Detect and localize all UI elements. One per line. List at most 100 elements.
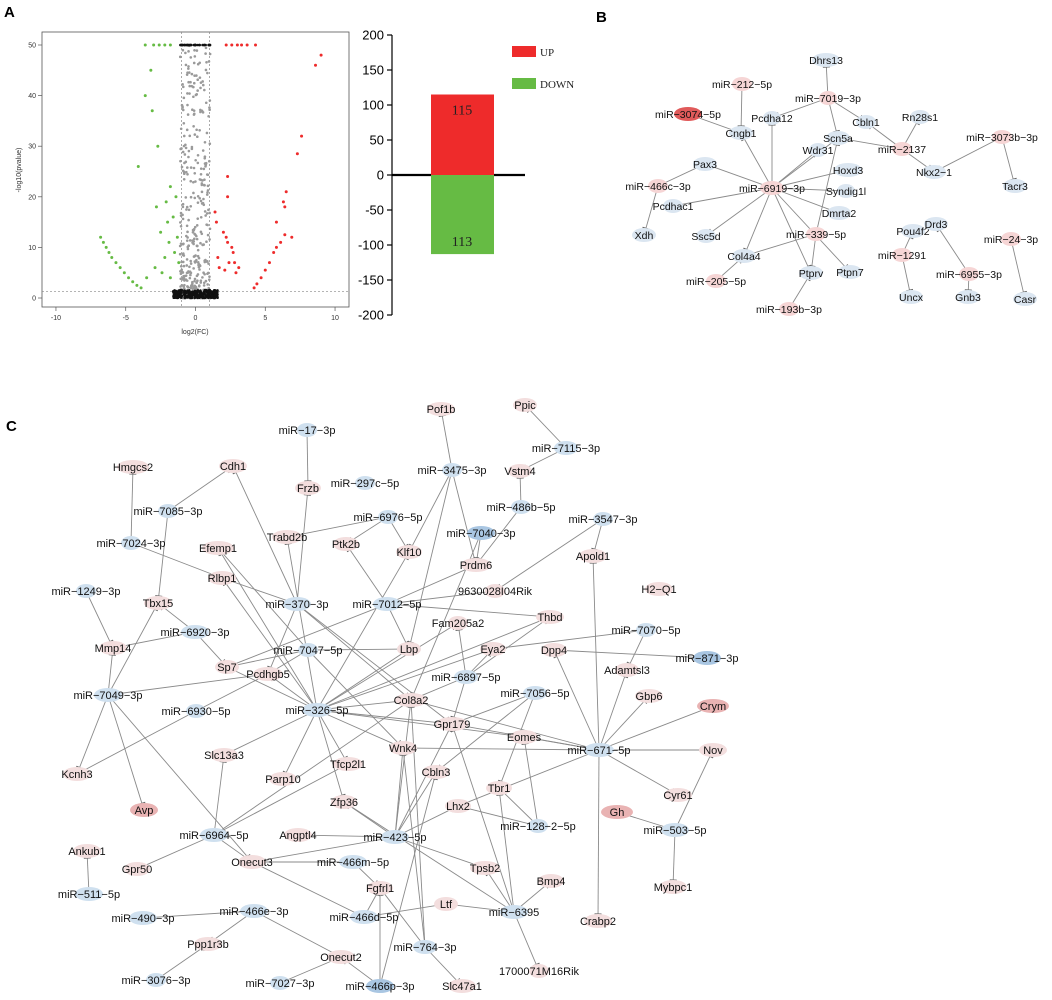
node-mybpc1[interactable]: Mybpc1 (654, 880, 693, 894)
node-mir297c[interactable]: miR−297c−5p (331, 476, 400, 490)
node-mir6919[interactable]: miR−6919−3p (739, 181, 805, 195)
node-mir3074[interactable]: miR−3074−5p (655, 107, 721, 121)
node-mir671[interactable]: miR−671−5p (568, 743, 631, 757)
node-mir17[interactable]: miR−17−3p (279, 423, 336, 437)
node-mir1291[interactable]: miR−1291 (878, 248, 926, 262)
node-cbln3[interactable]: Cbln3 (422, 765, 451, 779)
node-wnk4[interactable]: Wnk4 (389, 741, 417, 755)
node-adamtsl3[interactable]: Adamtsl3 (604, 663, 650, 677)
node-cyr61[interactable]: Cyr61 (663, 788, 693, 802)
node-r96300[interactable]: 9630028I04Rik (458, 584, 533, 598)
node-nkx21[interactable]: Nkx2−1 (916, 165, 952, 179)
node-efemp1[interactable]: Efemp1 (199, 541, 237, 555)
node-mir466p[interactable]: miR−466p−3p (345, 979, 415, 993)
node-mir764[interactable]: miR−764−3p (394, 940, 457, 954)
node-mir423[interactable]: miR−423−5p (364, 830, 427, 844)
node-sp7[interactable]: Sp7 (215, 660, 239, 674)
node-lhx2[interactable]: Lhx2 (445, 799, 471, 813)
node-mir339[interactable]: miR−339−5p (786, 227, 846, 241)
node-ltf[interactable]: Ltf (434, 897, 458, 911)
node-syndig1l[interactable]: Syndig1l (826, 184, 866, 198)
node-ptprv[interactable]: Ptprv (799, 266, 824, 280)
node-hoxd3[interactable]: Hoxd3 (833, 163, 864, 177)
node-gnb3[interactable]: Gnb3 (955, 290, 981, 304)
node-mir128[interactable]: miR−128−2−5p (500, 819, 576, 833)
node-klf10[interactable]: Klf10 (396, 545, 422, 559)
node-mir7056[interactable]: miR−7056−5p (500, 686, 570, 700)
node-onecut2[interactable]: Onecut2 (320, 950, 362, 964)
node-mir205[interactable]: miR−205−5p (686, 274, 746, 288)
node-ptpn7[interactable]: Ptpn7 (836, 265, 864, 279)
node-mir3076[interactable]: miR−3076−3p (121, 973, 191, 987)
node-mir3073[interactable]: miR−3073b−3p (966, 130, 1038, 144)
node-mir370[interactable]: miR−370−3p (266, 597, 329, 611)
node-crym[interactable]: Crym (697, 699, 729, 713)
node-mir7040[interactable]: miR−7040−3p (446, 526, 516, 540)
node-gh[interactable]: Gh (601, 805, 633, 819)
node-fam205a2[interactable]: Fam205a2 (432, 616, 485, 630)
node-eomes[interactable]: Eomes (507, 730, 542, 744)
node-h2q1[interactable]: H2−Q1 (641, 582, 677, 596)
node-nov[interactable]: Nov (699, 743, 727, 757)
node-col4a4[interactable]: Col4a4 (727, 249, 761, 263)
node-apold1[interactable]: Apold1 (576, 549, 610, 563)
node-mir466m[interactable]: miR−466m−5p (317, 855, 389, 869)
node-mmp14[interactable]: Mmp14 (95, 641, 132, 655)
node-pcdha12[interactable]: Pcdha12 (751, 111, 793, 125)
node-mir7012[interactable]: miR−7012−5p (352, 597, 422, 611)
node-mir7027[interactable]: miR−7027−3p (245, 976, 315, 990)
node-col8a2[interactable]: Col8a2 (394, 693, 429, 707)
node-mir6920[interactable]: miR−6920−3p (160, 625, 230, 639)
node-pax3[interactable]: Pax3 (693, 157, 717, 171)
node-tbx15[interactable]: Tbx15 (143, 596, 174, 610)
node-gpr179[interactable]: Gpr179 (434, 717, 471, 731)
node-fgfrl1[interactable]: Fgfrl1 (366, 881, 394, 895)
node-bmp4[interactable]: Bmp4 (537, 874, 566, 888)
node-drd3[interactable]: Drd3 (924, 217, 948, 231)
node-dmrta2[interactable]: Dmrta2 (822, 206, 857, 220)
node-casr[interactable]: Casr (1013, 292, 1037, 306)
node-cngb1[interactable]: Cngb1 (726, 126, 757, 140)
node-vstm4[interactable]: Vstm4 (504, 464, 536, 478)
node-trabd2b[interactable]: Trabd2b (267, 530, 308, 544)
node-mir3547[interactable]: miR−3547−3p (568, 512, 638, 526)
node-prdm6[interactable]: Prdm6 (460, 558, 492, 572)
node-mir490[interactable]: miR−490−3p (112, 911, 175, 925)
node-hmgcs2[interactable]: Hmgcs2 (113, 460, 153, 474)
node-scn5a[interactable]: Scn5a (823, 131, 853, 145)
node-rn28s1[interactable]: Rn28s1 (902, 110, 938, 124)
node-onecut3[interactable]: Onecut3 (231, 855, 273, 869)
node-mir212[interactable]: miR−212−5p (712, 77, 772, 91)
node-cdh1[interactable]: Cdh1 (219, 459, 247, 473)
node-mir6976[interactable]: miR−6976−5p (353, 510, 423, 524)
node-slc47a1[interactable]: Slc47a1 (442, 979, 482, 993)
node-mir24[interactable]: miR−24−3p (984, 232, 1038, 246)
node-tbr1[interactable]: Tbr1 (486, 781, 512, 795)
node-pcdhac1[interactable]: Pcdhac1 (653, 199, 694, 213)
node-tacr3[interactable]: Tacr3 (1002, 179, 1028, 193)
node-mir2137[interactable]: miR−2137 (878, 142, 926, 156)
node-ptk2b[interactable]: Ptk2b (332, 537, 360, 551)
node-mir6930[interactable]: miR−6930−5p (161, 704, 231, 718)
node-mir466d[interactable]: miR−466d−5p (329, 910, 399, 924)
node-mir503[interactable]: miR−503−5p (644, 823, 707, 837)
node-gpr50[interactable]: Gpr50 (122, 862, 153, 876)
node-ssc5d[interactable]: Ssc5d (691, 229, 721, 243)
node-mir3475[interactable]: miR−3475−3p (417, 463, 487, 477)
node-crabp2[interactable]: Crabp2 (580, 914, 616, 928)
node-mir486b[interactable]: miR−486b−5p (486, 500, 556, 514)
node-mir6395[interactable]: miR−6395 (489, 905, 539, 919)
node-cbln1[interactable]: Cbln1 (852, 115, 880, 129)
node-ankub1[interactable]: Ankub1 (68, 844, 106, 858)
node-ppic[interactable]: Ppic (513, 398, 537, 412)
node-mir6964[interactable]: miR−6964−5p (179, 828, 249, 842)
node-xdh[interactable]: Xdh (632, 228, 656, 242)
node-mir7024[interactable]: miR−7024−3p (96, 536, 166, 550)
node-mir7085[interactable]: miR−7085−3p (133, 504, 203, 518)
node-eya2[interactable]: Eya2 (480, 642, 506, 656)
node-thbd[interactable]: Thbd (536, 610, 564, 624)
node-pof1b[interactable]: Pof1b (427, 402, 456, 416)
node-mir466e[interactable]: miR−466e−3p (219, 904, 289, 918)
node-dhrs13[interactable]: Dhrs13 (809, 53, 843, 67)
node-mir7047[interactable]: miR−7047−5p (273, 643, 343, 657)
